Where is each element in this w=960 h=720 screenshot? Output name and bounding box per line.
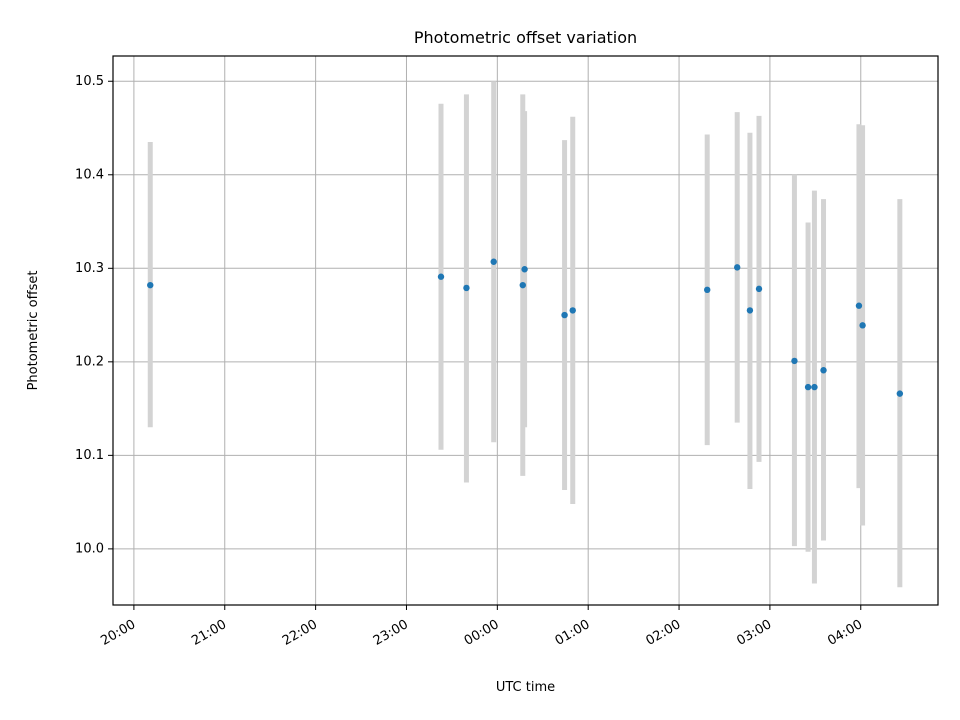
y-tick-label: 10.3 bbox=[75, 261, 104, 276]
data-point bbox=[704, 286, 711, 294]
data-point bbox=[746, 307, 754, 314]
errorbars bbox=[147, 81, 903, 588]
x-tick-label: 00:00 bbox=[462, 617, 502, 649]
data-point bbox=[463, 284, 470, 292]
data-point bbox=[521, 266, 528, 273]
data-point bbox=[569, 307, 576, 314]
data-point bbox=[855, 302, 863, 309]
data-point bbox=[755, 285, 763, 293]
x-tick-label: 22:00 bbox=[280, 617, 320, 649]
data-point bbox=[820, 367, 827, 374]
x-axis-ticks: 20:00 21:00 22:00 23:00 00:00 01:00 02:00 03:00… bbox=[98, 605, 865, 649]
data-point bbox=[734, 264, 741, 271]
data-point bbox=[859, 322, 866, 329]
plot-frame bbox=[112, 55, 939, 606]
y-tick-label: 10.0 bbox=[75, 541, 104, 556]
data-point bbox=[791, 357, 798, 365]
x-tick-label: 20:00 bbox=[98, 617, 138, 649]
y-tick-label: 10.1 bbox=[75, 448, 104, 463]
data-points bbox=[147, 258, 904, 397]
y-tick-label: 10.2 bbox=[75, 354, 104, 369]
x-tick-label: 23:00 bbox=[371, 617, 411, 649]
x-tick-label: 21:00 bbox=[189, 617, 229, 649]
y-tick-label: 10.4 bbox=[75, 167, 104, 182]
data-point bbox=[804, 383, 812, 391]
x-tick-label: 02:00 bbox=[644, 617, 684, 649]
chart-title: Photometric offset variation bbox=[414, 28, 637, 47]
x-axis-label: UTC time bbox=[496, 680, 555, 695]
x-tick-label: 03:00 bbox=[734, 617, 774, 649]
x-tick-label: 04:00 bbox=[825, 617, 865, 649]
data-point bbox=[490, 258, 497, 265]
data-point bbox=[437, 273, 445, 280]
y-axis-ticks: 10.0 10.1 10.2 10.3 10.4 10.5 bbox=[75, 74, 113, 556]
data-point bbox=[561, 311, 568, 319]
data-point bbox=[519, 281, 526, 289]
data-point bbox=[147, 281, 154, 289]
x-tick-label: 01:00 bbox=[553, 617, 593, 649]
data-point bbox=[896, 390, 904, 397]
y-tick-label: 10.5 bbox=[75, 74, 104, 89]
y-axis-label: Photometric offset bbox=[26, 271, 41, 391]
data-point bbox=[811, 383, 818, 391]
